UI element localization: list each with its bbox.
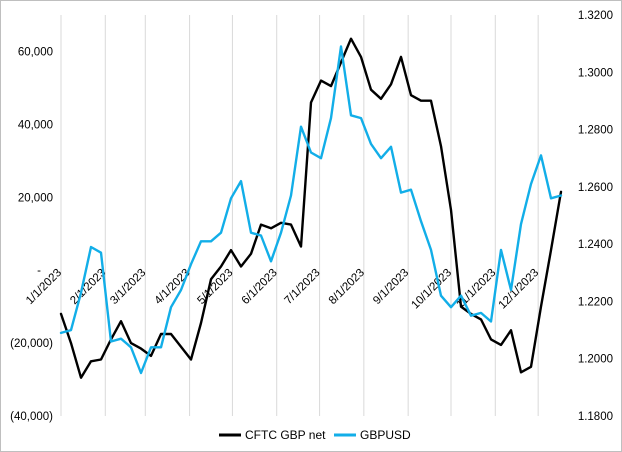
- x-tick-label: 3/1/2023: [108, 267, 148, 307]
- right-tick-label: 1.2200: [578, 296, 613, 308]
- x-tick-label: 12/1/2023: [497, 267, 542, 312]
- left-tick-label: -: [37, 265, 41, 277]
- series-line-gbpusd: [59, 45, 563, 375]
- right-y-axis: 1.3200 1.3000 1.2800 1.2600 1.2400 1.2200 1.20…: [578, 10, 613, 423]
- x-tick-label: 8/1/2023: [327, 267, 367, 307]
- left-y-axis: 60,000 40,000 20,000 - (20,000) (40,000): [10, 46, 53, 423]
- left-tick-label: 60,000: [18, 46, 53, 58]
- right-tick-label: 1.2800: [578, 125, 613, 137]
- x-tick-label: 1/1/2023: [24, 267, 64, 307]
- left-tick-label: 40,000: [18, 119, 53, 131]
- left-tick-label: (40,000): [10, 411, 53, 423]
- series-line-cftc-gbp-net: [59, 37, 563, 379]
- right-tick-label: 1.2600: [578, 182, 613, 194]
- right-tick-label: 1.2400: [578, 239, 613, 251]
- left-tick-label: 20,000: [18, 192, 53, 204]
- series-lines: [59, 37, 563, 379]
- legend: CFTC GBP net GBPUSD: [219, 428, 411, 442]
- x-axis: 1/1/2023 2/1/2023 3/1/2023 4/1/2023 5/1/2023…: [24, 267, 541, 312]
- right-tick-label: 1.2000: [578, 354, 613, 366]
- left-tick-label: (20,000): [10, 338, 53, 350]
- vertical-gridlines: [60, 15, 539, 416]
- right-tick-label: 1.1800: [578, 411, 613, 423]
- legend-label-cftc: CFTC GBP net: [245, 428, 326, 442]
- right-tick-label: 1.3200: [578, 10, 613, 22]
- right-tick-label: 1.3000: [578, 67, 613, 79]
- x-tick-label: 9/1/2023: [371, 267, 411, 307]
- legend-label-gbpusd: GBPUSD: [360, 428, 411, 442]
- x-tick-label: 6/1/2023: [240, 267, 280, 307]
- x-tick-label: 7/1/2023: [283, 267, 323, 307]
